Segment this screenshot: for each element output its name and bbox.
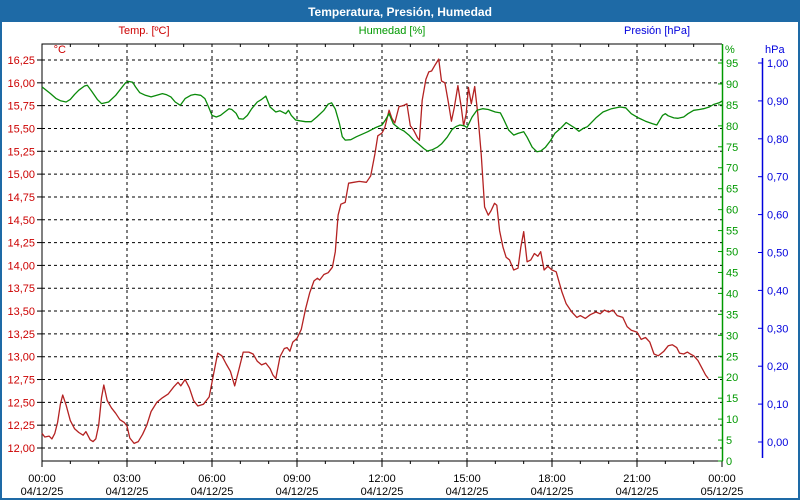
- humidity-tick-label: 5: [726, 435, 732, 447]
- humidity-tick-label: 75: [726, 142, 738, 154]
- x-date-label: 04/12/25: [616, 486, 659, 498]
- legend-humidity-label: Humedad [%]: [358, 25, 426, 37]
- x-date-label: 04/12/25: [191, 486, 234, 498]
- x-time-label: 12:00: [368, 473, 396, 485]
- legend-temperature-label: Temp. [ºC]: [118, 25, 170, 37]
- x-date-label: 04/12/25: [21, 486, 64, 498]
- humidity-tick-label: 20: [726, 372, 738, 384]
- pressure-tick-label: 0,20: [767, 361, 788, 373]
- legend-pressure-label: Presión [hPa]: [623, 25, 691, 37]
- x-time-label: 03:00: [113, 473, 141, 485]
- humidity-tick-label: 80: [726, 121, 738, 133]
- x-date-label: 04/12/25: [106, 486, 149, 498]
- humidity-tick-label: 55: [726, 226, 738, 238]
- x-time-label: 09:00: [283, 473, 311, 485]
- temp-tick-label: 16,00: [7, 78, 35, 90]
- series-humidity-line: [41, 80, 723, 153]
- temp-tick-label: 14,75: [7, 192, 35, 204]
- humidity-tick-label: 10: [726, 414, 738, 426]
- pressure-tick-label: 1,00: [767, 58, 788, 70]
- x-time-label: 00:00: [708, 473, 736, 485]
- temp-tick-label: 14,00: [7, 260, 35, 272]
- temp-tick-label: 15,75: [7, 101, 35, 113]
- pressure-tick-label: 0,90: [767, 96, 788, 108]
- x-date-label: 04/12/25: [531, 486, 574, 498]
- humidity-tick-label: 45: [726, 267, 738, 279]
- temp-tick-label: 12,50: [7, 397, 35, 409]
- humidity-tick-label: 85: [726, 100, 738, 112]
- pressure-tick-label: 0,60: [767, 210, 788, 222]
- series-temp-line: [41, 58, 709, 445]
- humidity-tick-label: 25: [726, 351, 738, 363]
- window-title: Temperatura, Presión, Humedad: [2, 2, 798, 22]
- pressure-axis-unit-label: hPa: [765, 44, 785, 56]
- x-time-label: 18:00: [538, 473, 566, 485]
- humidity-tick-label: 90: [726, 79, 738, 91]
- humidity-tick-label: 95: [726, 58, 738, 70]
- temp-tick-label: 14,25: [7, 238, 35, 250]
- x-date-label: 04/12/25: [276, 486, 319, 498]
- pressure-tick-label: 0,40: [767, 285, 788, 297]
- humidity-tick-label: 15: [726, 393, 738, 405]
- pressure-tick-label: 0,10: [767, 399, 788, 411]
- humidity-tick-label: 40: [726, 288, 738, 300]
- x-date-label: 04/12/25: [446, 486, 489, 498]
- temp-tick-label: 13,50: [7, 306, 35, 318]
- temp-tick-label: 15,00: [7, 169, 35, 181]
- temp-axis-unit-label: °C: [54, 44, 66, 56]
- humidity-tick-label: 70: [726, 163, 738, 175]
- humidity-axis-unit-label: %: [725, 44, 735, 56]
- temp-tick-label: 16,25: [7, 55, 35, 67]
- temp-tick-label: 13,75: [7, 283, 35, 295]
- humidity-tick-label: 50: [726, 247, 738, 259]
- humidity-tick-label: 30: [726, 330, 738, 342]
- humidity-tick-label: 65: [726, 184, 738, 196]
- pressure-tick-label: 0,30: [767, 323, 788, 335]
- temp-tick-label: 14,50: [7, 215, 35, 227]
- humidity-tick-label: 0: [726, 456, 732, 468]
- temp-tick-label: 15,50: [7, 123, 35, 135]
- x-date-label: 04/12/25: [361, 486, 404, 498]
- pressure-tick-label: 0,80: [767, 134, 788, 146]
- temp-tick-label: 12,75: [7, 375, 35, 387]
- x-time-label: 00:00: [28, 473, 56, 485]
- temp-tick-label: 13,00: [7, 352, 35, 364]
- x-time-label: 15:00: [453, 473, 481, 485]
- x-time-label: 06:00: [198, 473, 226, 485]
- pressure-tick-label: 0,50: [767, 248, 788, 260]
- humidity-tick-label: 60: [726, 205, 738, 217]
- temp-tick-label: 12,00: [7, 443, 35, 455]
- x-date-label: 05/12/25: [701, 486, 744, 498]
- pressure-tick-label: 0,00: [767, 437, 788, 449]
- pressure-tick-label: 0,70: [767, 172, 788, 184]
- x-time-label: 21:00: [623, 473, 651, 485]
- temp-tick-label: 12,25: [7, 420, 35, 432]
- temp-tick-label: 15,25: [7, 146, 35, 158]
- temp-tick-label: 13,25: [7, 329, 35, 341]
- humidity-tick-label: 35: [726, 309, 738, 321]
